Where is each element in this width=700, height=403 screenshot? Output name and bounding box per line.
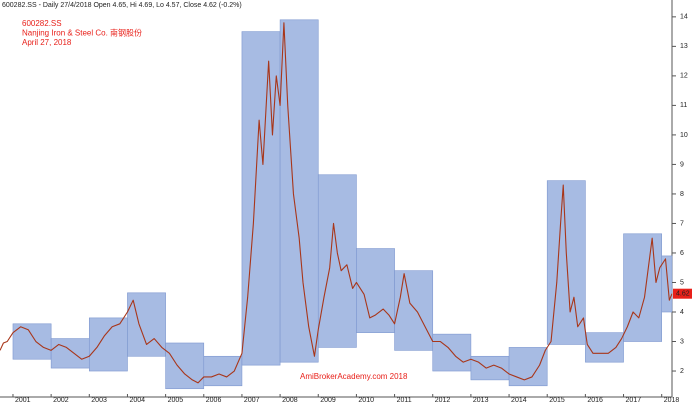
y-tick-label: 13 xyxy=(680,43,688,50)
x-tick-label: 2008 xyxy=(282,397,298,403)
x-tick-label: 2009 xyxy=(320,397,336,403)
year-range xyxy=(50,338,90,369)
chart-title: 600282.SS - Daily 27/4/2018 Open 4.65, H… xyxy=(2,2,242,9)
y-tick-label: 9 xyxy=(680,161,684,168)
y-tick-label: 7 xyxy=(680,220,684,227)
x-tick-label: 2003 xyxy=(91,397,107,403)
year-range xyxy=(241,31,281,366)
year-range xyxy=(470,355,510,381)
y-tick-label: 12 xyxy=(680,73,688,80)
y-tick-label: 8 xyxy=(680,191,684,198)
x-tick-label: 2016 xyxy=(587,397,603,403)
last-value: 4.62 xyxy=(676,291,690,298)
x-tick-label: 2015 xyxy=(549,397,565,403)
x-tick-label: 2018 xyxy=(664,397,680,403)
subtitle: April 27, 2018 xyxy=(22,38,72,47)
year-range xyxy=(394,270,434,351)
year-range xyxy=(165,342,205,390)
x-tick-label: 2001 xyxy=(15,397,31,403)
price-line xyxy=(0,22,673,384)
x-tick-label: 2006 xyxy=(206,397,222,403)
x-tick-label: 2011 xyxy=(397,397,412,403)
y-tick-label: 3 xyxy=(680,338,684,345)
year-range xyxy=(88,317,128,372)
y-tick-label: 4 xyxy=(680,309,684,316)
subtitle: 600282.SS xyxy=(22,19,62,28)
x-tick-label: 2004 xyxy=(129,397,145,403)
y-tick-label: 10 xyxy=(680,132,688,139)
x-tick-label: 2002 xyxy=(53,397,69,403)
y-tick-label: 2 xyxy=(680,368,684,375)
last-value-tag xyxy=(673,288,692,299)
x-tick-label: 2017 xyxy=(626,397,642,403)
year-range xyxy=(317,174,357,348)
year-range xyxy=(203,355,243,387)
watermark: AmiBrokerAcademy.com 2018 xyxy=(300,372,408,381)
year-range xyxy=(661,255,673,313)
y-tick-label: 11 xyxy=(680,102,687,109)
x-tick-label: 2005 xyxy=(168,397,184,403)
y-tick-label: 14 xyxy=(680,14,688,21)
year-range xyxy=(508,347,548,387)
year-range xyxy=(623,233,662,342)
y-tick-label: 5 xyxy=(680,279,684,286)
x-tick-label: 2014 xyxy=(511,397,527,403)
x-tick-label: 2012 xyxy=(435,397,451,403)
x-tick-label: 2010 xyxy=(358,397,374,403)
x-tick-label: 2013 xyxy=(473,397,489,403)
y-tick-label: 6 xyxy=(680,250,684,257)
x-tick-label: 2007 xyxy=(244,397,260,403)
year-range xyxy=(356,248,395,333)
year-range xyxy=(585,332,624,363)
subtitle: Nanjing Iron & Steel Co. 南钢股份 xyxy=(22,28,142,38)
year-range xyxy=(12,323,52,360)
